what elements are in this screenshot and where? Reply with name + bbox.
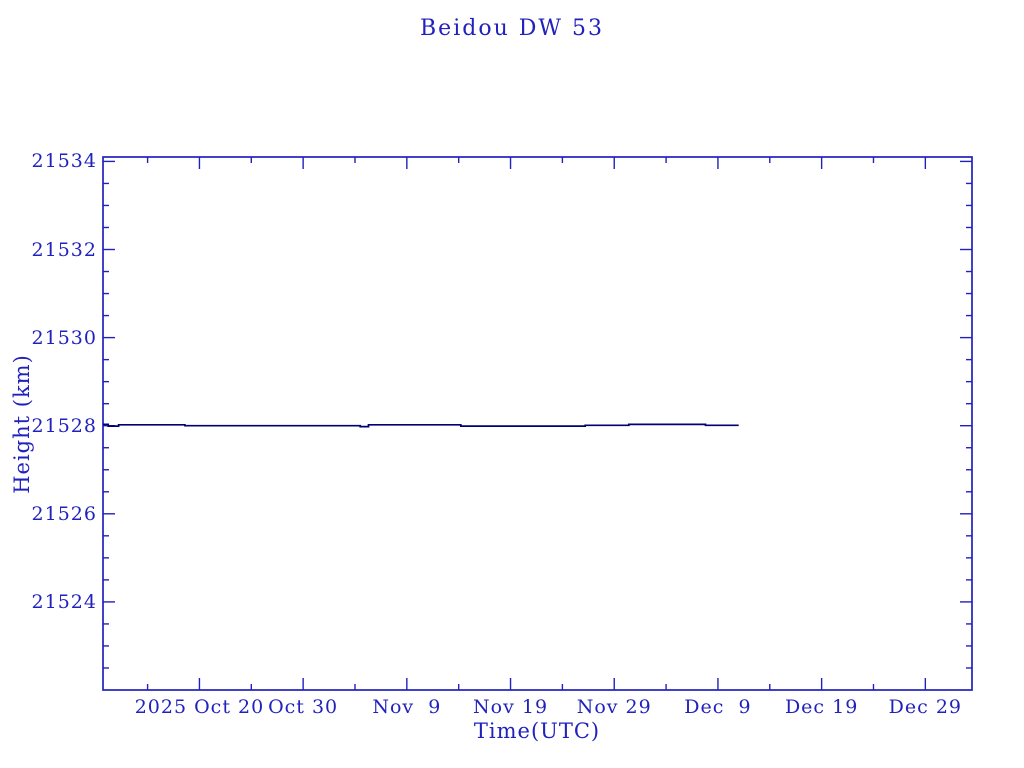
x-tick-label: Dec 29 (888, 696, 962, 718)
x-tick-label: Nov 9 (372, 696, 442, 718)
x-tick-label: Oct 30 (268, 696, 339, 718)
y-tick-label: 21526 (31, 502, 97, 525)
y-tick-label: 21532 (31, 238, 97, 261)
plot-frame (102, 156, 973, 691)
y-tick-label: 21524 (31, 590, 97, 613)
x-tick-label: Nov 29 (576, 696, 652, 718)
x-tick-label: Dec 19 (784, 696, 859, 718)
y-tick-label: 21534 (31, 150, 97, 173)
chart-title: Beidou DW 53 (420, 16, 604, 41)
y-tick-label: 21528 (31, 414, 97, 437)
x-tick-label: Nov 19 (473, 696, 549, 718)
x-axis-title: Time(UTC) (473, 719, 601, 743)
height-km-series-line (103, 423, 739, 428)
x-tick-label: 2025 Oct 20 (134, 696, 265, 718)
x-tick-label: Dec 9 (684, 696, 752, 718)
y-tick-label: 21530 (31, 326, 97, 349)
y-axis-title: Height (km) (10, 354, 34, 494)
